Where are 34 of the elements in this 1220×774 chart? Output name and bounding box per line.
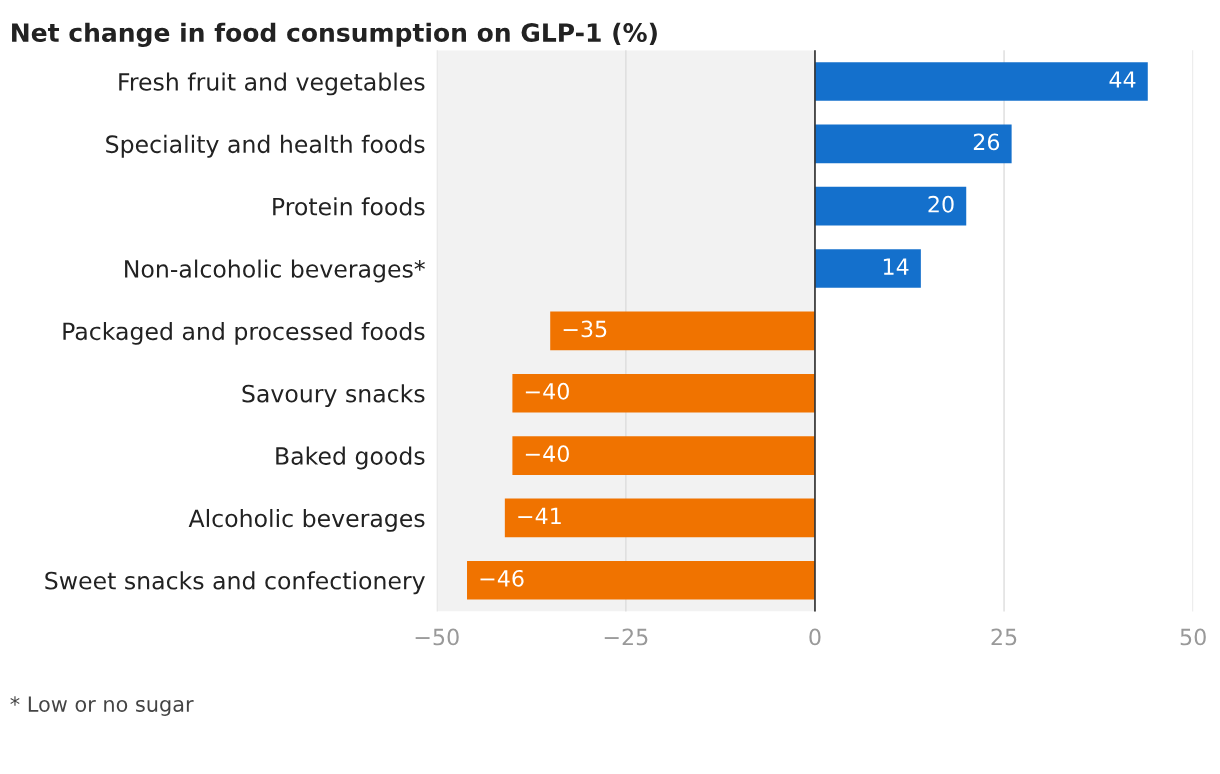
y-tick-label: Baked goods xyxy=(276,446,425,470)
data-label: 44 xyxy=(1109,71,1136,88)
data-label: −40 xyxy=(525,382,569,400)
y-tick-label: Non-alcoholic beverages* xyxy=(125,259,425,283)
bar xyxy=(814,249,921,288)
x-tick-label: −50 xyxy=(415,628,459,646)
x-tick-label: 50 xyxy=(1180,628,1206,646)
bar xyxy=(814,186,967,226)
data-label: 20 xyxy=(928,195,954,213)
data-label: −41 xyxy=(518,507,561,525)
y-tick-label: Savoury snacks xyxy=(242,384,425,408)
y-tick-label: Alcoholic beverages xyxy=(188,508,425,532)
data-label: −40 xyxy=(525,445,569,463)
data-label: 26 xyxy=(973,133,1000,151)
y-tick-label: Protein foods xyxy=(273,197,425,216)
x-tick-label: −25 xyxy=(604,628,648,646)
bar xyxy=(550,311,815,351)
y-tick-label: Packaged and processed foods xyxy=(63,321,425,345)
bar xyxy=(512,373,815,413)
y-tick-label: Sweet snacks and confectionery xyxy=(45,571,425,595)
x-tick-label: 0 xyxy=(809,628,821,646)
bar xyxy=(467,560,815,600)
bar xyxy=(814,62,1148,101)
bar xyxy=(512,436,815,475)
text: * Low or no sugar xyxy=(10,696,194,716)
bar xyxy=(504,498,815,538)
x-tick-label: 25 xyxy=(991,628,1017,646)
data-label: 14 xyxy=(883,258,909,275)
y-tick-label: Fresh fruit and vegetables xyxy=(119,72,425,96)
data-label: −46 xyxy=(480,569,524,587)
data-label: −35 xyxy=(563,320,607,338)
chart-title: Net change in food consumption on GLP-1 (%) xyxy=(12,22,657,48)
y-tick-label: Speciality and health foods xyxy=(106,134,425,158)
bar xyxy=(814,124,1012,164)
